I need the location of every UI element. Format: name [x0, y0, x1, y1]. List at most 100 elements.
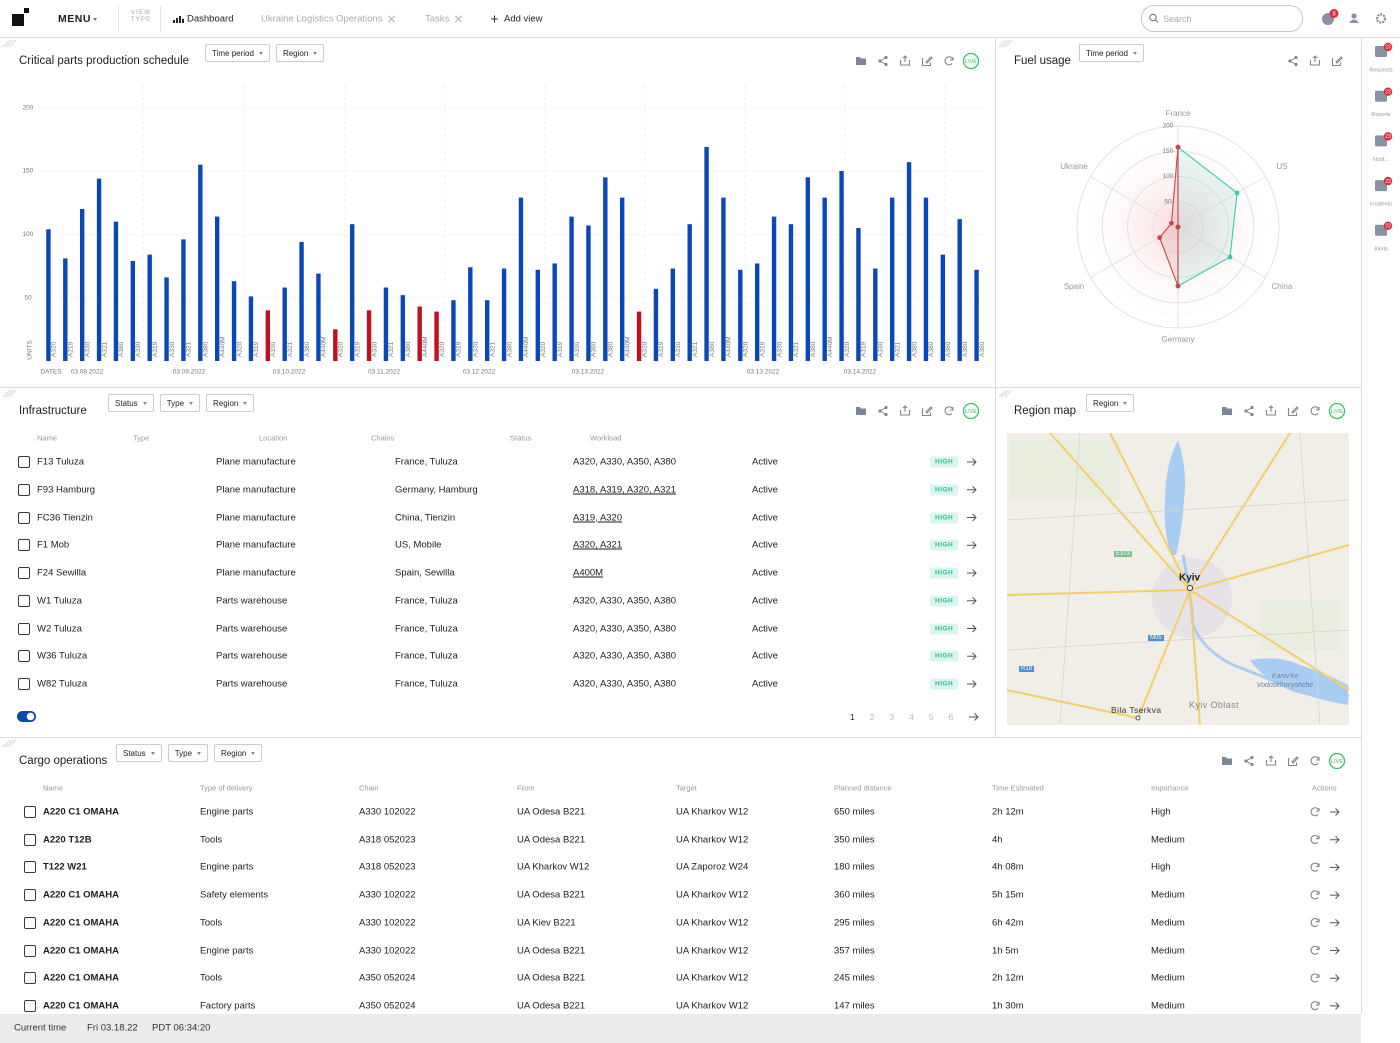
close-icon[interactable]	[388, 15, 395, 22]
bar	[198, 164, 203, 361]
checkbox[interactable]	[24, 861, 36, 874]
tab[interactable]: Dashboard	[187, 14, 233, 25]
checkbox[interactable]	[18, 483, 30, 496]
cell: 147 miles	[834, 1000, 875, 1012]
sidebar-foot	[1361, 1014, 1400, 1043]
checkbox[interactable]	[18, 511, 30, 524]
checkbox[interactable]	[18, 622, 30, 635]
close-icon[interactable]	[455, 15, 462, 22]
cell: High	[1151, 861, 1171, 873]
axis-label: US	[1276, 162, 1287, 171]
cell: UA Odesa B221	[517, 945, 586, 956]
checkbox[interactable]	[18, 567, 30, 579]
cell: UA Kharkov W12	[676, 889, 749, 901]
axis-label: China	[1271, 282, 1292, 291]
city-label: Kyiv	[1179, 572, 1201, 584]
cell: A318 052023	[359, 861, 416, 873]
page-link[interactable]: 6	[948, 712, 954, 722]
share-icon	[1289, 57, 1297, 65]
panel-title: Critical parts production schedule	[19, 55, 190, 67]
cell: A220 C1 OMAHA	[43, 1000, 120, 1012]
bar	[79, 209, 85, 361]
bar-label: A330	[776, 341, 783, 357]
bar-label: A321	[489, 341, 496, 357]
checkbox[interactable]	[24, 833, 36, 846]
tab[interactable]: Tasks	[425, 14, 462, 25]
cell: W1 Tuluza	[37, 595, 82, 607]
live-label: LIVE	[965, 59, 977, 65]
live-badge	[1328, 402, 1346, 420]
cell: A330 102022	[359, 945, 416, 956]
dropdown[interactable]: Status	[116, 744, 162, 762]
tab-icon	[176, 18, 178, 23]
checkbox[interactable]	[24, 944, 36, 957]
checkbox[interactable]	[24, 916, 36, 929]
dropdown[interactable]: Region	[1086, 394, 1135, 412]
bar-label: A321	[793, 341, 800, 357]
bar-label: A380	[304, 341, 311, 357]
corner-mark	[1004, 389, 1013, 398]
dropdown[interactable]: Type	[167, 744, 209, 762]
radar-point	[1175, 224, 1181, 230]
bar	[383, 287, 389, 361]
page-link[interactable]: 4	[909, 712, 914, 722]
dropdown[interactable]: Type	[159, 394, 201, 412]
checkbox[interactable]	[18, 678, 30, 690]
dropdown[interactable]: Time period	[205, 44, 270, 62]
search-box[interactable]	[1141, 5, 1303, 32]
bar	[940, 254, 946, 361]
row-arrow	[1330, 891, 1340, 899]
checkbox[interactable]	[24, 806, 36, 818]
bar-label: A319	[861, 341, 868, 357]
column-header: Name	[43, 783, 64, 793]
cell: 5h 15m	[992, 889, 1024, 901]
checkbox[interactable]	[18, 650, 30, 663]
checkbox[interactable]	[18, 456, 30, 468]
page-link[interactable]: 1	[850, 712, 855, 722]
bar	[96, 178, 102, 361]
badge	[1383, 42, 1393, 52]
r-tick-label: 100	[1163, 173, 1174, 180]
cell: Plane manufacture	[216, 567, 296, 579]
column-header: Workload	[590, 433, 622, 443]
live-label: LIVE	[1331, 759, 1343, 765]
workload-badge: HIGH	[930, 456, 959, 468]
edit-icon	[1287, 406, 1299, 417]
checkbox[interactable]	[24, 972, 36, 985]
page-link[interactable]: 3	[889, 712, 895, 722]
live-label: LIVE	[965, 409, 977, 415]
tab[interactable]: Ukraine Logistics Operations	[261, 14, 395, 25]
dropdown[interactable]: Time period	[1079, 44, 1144, 62]
cell: Parts warehouse	[216, 595, 288, 607]
dropdown[interactable]: Region	[275, 44, 325, 62]
checkbox[interactable]	[18, 594, 30, 607]
bar-label: A321	[388, 341, 395, 357]
bar-label: A380	[405, 341, 412, 357]
cell: Active	[752, 456, 778, 468]
bar-label: A330	[878, 341, 885, 357]
checkbox[interactable]	[24, 889, 36, 902]
cell: W36 Tuluza	[37, 650, 88, 662]
axis-label: Spain	[1064, 282, 1084, 291]
row-arrow	[967, 596, 977, 605]
footer-date: Fri 03.18.22	[87, 1022, 138, 1034]
bar-label: A380	[928, 341, 935, 357]
menu[interactable]: MENU	[58, 13, 91, 25]
dropdown[interactable]: Status	[108, 394, 154, 412]
spoke	[1090, 176, 1179, 228]
road	[1007, 589, 1191, 596]
cell: A350 052024	[359, 1000, 416, 1012]
checkbox[interactable]	[24, 999, 36, 1012]
bar-label: A219	[68, 341, 75, 357]
radar-point	[1227, 254, 1233, 260]
add-view[interactable]: Add view	[504, 13, 543, 25]
checkbox[interactable]	[18, 539, 30, 552]
page-link[interactable]: 5	[928, 712, 934, 722]
edit-icon	[921, 56, 933, 67]
cell: UA Odesa B221	[517, 972, 586, 984]
cell: F93 Hamburg	[37, 484, 96, 496]
cell: Active	[752, 623, 778, 634]
dropdown[interactable]: Region	[206, 394, 255, 412]
dropdown[interactable]: Region	[214, 744, 263, 762]
page-link[interactable]: 2	[869, 712, 875, 722]
